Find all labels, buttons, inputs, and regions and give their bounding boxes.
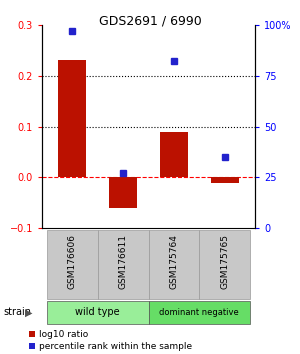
Bar	[98, 230, 148, 299]
Bar	[148, 230, 199, 299]
Bar	[47, 301, 148, 324]
Text: strain: strain	[3, 307, 31, 318]
Bar	[148, 301, 250, 324]
Legend: log10 ratio, percentile rank within the sample: log10 ratio, percentile rank within the …	[28, 330, 193, 351]
Text: GDS2691 / 6990: GDS2691 / 6990	[99, 14, 201, 27]
Text: GSM175765: GSM175765	[220, 234, 229, 289]
Text: dominant negative: dominant negative	[159, 308, 239, 317]
Bar	[199, 230, 250, 299]
Text: GSM176606: GSM176606	[68, 234, 77, 289]
Text: wild type: wild type	[76, 307, 120, 318]
Bar	[47, 230, 98, 299]
Text: GSM176611: GSM176611	[118, 234, 127, 289]
Bar	[109, 177, 137, 208]
Text: ▶: ▶	[25, 307, 32, 318]
Bar	[211, 177, 239, 183]
Bar	[58, 61, 86, 177]
Bar	[160, 132, 188, 177]
Text: GSM175764: GSM175764	[169, 234, 178, 289]
